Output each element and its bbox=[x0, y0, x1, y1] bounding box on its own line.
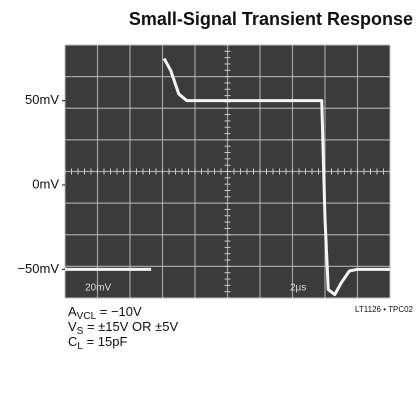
y-tick-label: 50mV bbox=[25, 92, 59, 107]
page: Small-Signal Transient Response 20mV 2µs… bbox=[0, 0, 417, 400]
value: = 15pF bbox=[83, 334, 127, 349]
vertical-scale: 20mV bbox=[85, 283, 111, 294]
chart-title: Small-Signal Transient Response bbox=[129, 9, 413, 29]
symbol: V bbox=[68, 319, 77, 334]
y-tick-label: −50mV bbox=[17, 261, 59, 276]
value: = −10V bbox=[96, 304, 142, 319]
time-scale: 2µs bbox=[290, 283, 306, 294]
y-tick-label: 0mV bbox=[32, 176, 59, 191]
test-conditions: AVCL = −10V VS = ±15V OR ±5V CL = 15pF bbox=[68, 304, 178, 349]
condition: VS = ±15V OR ±5V bbox=[68, 319, 178, 334]
condition: CL = 15pF bbox=[68, 334, 178, 349]
value: = ±15V OR ±5V bbox=[83, 319, 178, 334]
condition: AVCL = −10V bbox=[68, 304, 178, 319]
figure-id: LT1126 • TPC02 bbox=[355, 305, 413, 314]
chart: Small-Signal Transient Response 20mV 2µs… bbox=[0, 0, 417, 400]
symbol: A bbox=[68, 304, 77, 319]
symbol: C bbox=[68, 334, 77, 349]
